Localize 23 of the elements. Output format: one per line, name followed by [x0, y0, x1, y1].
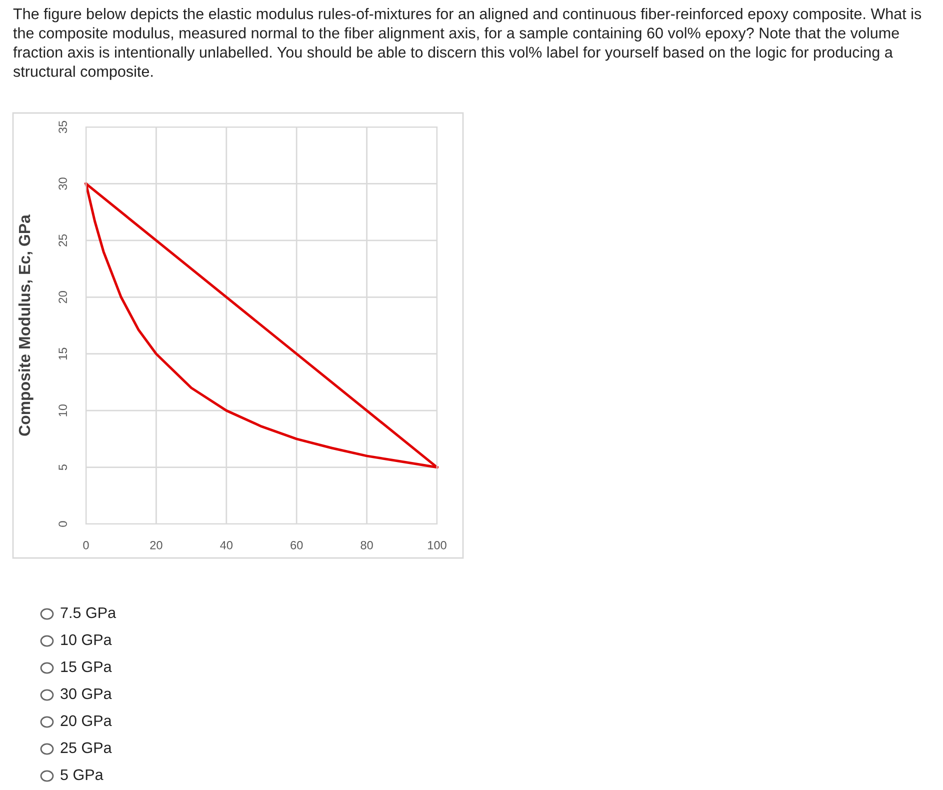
y-axis-title: Composite Modulus, Ec, GPa — [18, 214, 34, 436]
y-tick-label: 15 — [58, 348, 67, 360]
chart-title: The figure below depicts the elastic modulus rules-of-mixtures for an aligned and continuous fiber-reinforced epoxy composite. What is the composite modulus, measured normal to the fiber alignment axis, for a sample containing 60 vol% epoxy? Note that the volume fraction axis is intentionally unlabelled. You should be able to discern this vol% label for yourself based on the logic for producing a structural composite. — [13, 8, 922, 80]
y-tick-label: 35 — [58, 120, 67, 134]
x-tick-label: 100 — [428, 540, 446, 550]
x-tick-label: 80 — [360, 540, 373, 550]
y-tick-label: 25 — [58, 234, 67, 246]
y-tick-label: 10 — [58, 404, 67, 416]
y-tick-label: 30 — [58, 178, 67, 190]
text: 30 GPa — [60, 688, 112, 700]
text: 10 GPa — [61, 634, 112, 646]
text: 20 GPa — [60, 715, 112, 726]
x-tick-label: 20 — [150, 540, 162, 550]
x-tick-label: 60 — [290, 540, 303, 550]
text: 15 GPa — [61, 661, 112, 672]
y-tick-label: 5 — [58, 464, 67, 470]
text: 25 GPa — [60, 742, 112, 754]
text: 5 GPa — [60, 769, 104, 780]
x-tick-label: 40 — [220, 540, 233, 550]
y-tick-label: 20 — [58, 291, 67, 304]
text: 7.5 GPa — [60, 607, 116, 618]
x-tick-label: 0 — [83, 540, 89, 550]
y-tick-label: 0 — [58, 521, 67, 527]
